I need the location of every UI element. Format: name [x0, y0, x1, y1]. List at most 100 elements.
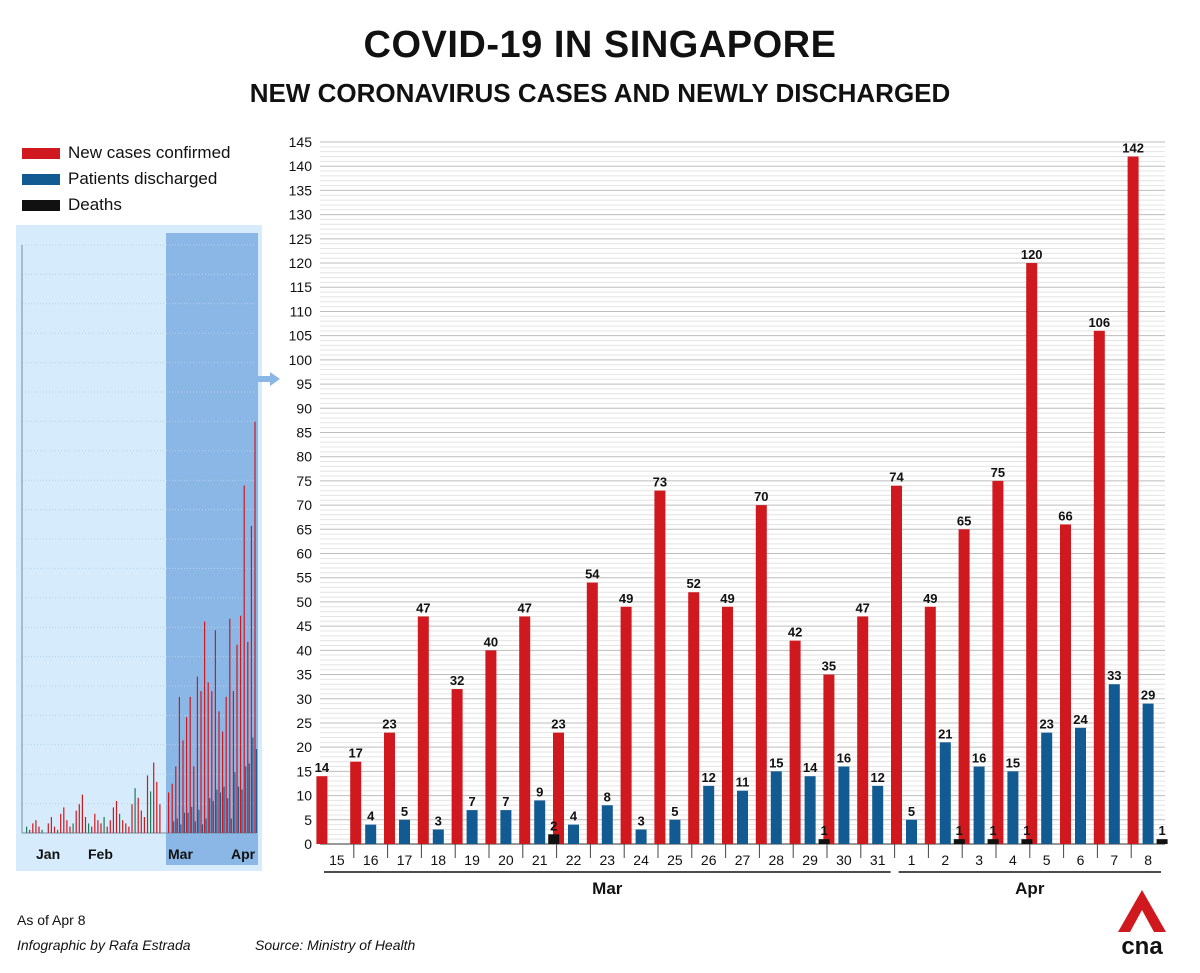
data-label: 74 — [889, 470, 904, 485]
overview-bar — [103, 817, 105, 833]
overview-month-label: Feb — [88, 846, 113, 862]
overview-bar — [225, 696, 227, 833]
bar — [620, 606, 632, 844]
overview-bar — [69, 826, 71, 833]
overview-bar — [137, 797, 139, 833]
overview-bar — [240, 615, 242, 833]
overview-bar — [41, 829, 43, 833]
bar — [485, 650, 497, 844]
overview-bar — [178, 696, 180, 833]
bar — [1041, 732, 1053, 844]
bar — [906, 819, 917, 844]
overview-bar — [201, 824, 204, 833]
main-bar-chart: 0510152025303540455055606570758085909510… — [289, 134, 1168, 898]
overview-bar — [91, 826, 93, 833]
overview-bar — [175, 766, 177, 833]
overview-bar — [248, 763, 250, 833]
data-label: 2 — [550, 818, 557, 833]
overview-bar — [125, 823, 127, 833]
y-tick-label: 75 — [296, 473, 312, 489]
infographic-credit: Infographic by Rafa Estrada — [17, 937, 191, 953]
data-label: 4 — [570, 809, 578, 824]
bar — [973, 766, 985, 844]
x-tick-label: 15 — [329, 852, 345, 868]
x-tick-label: 22 — [566, 852, 582, 868]
y-tick-label: 70 — [296, 497, 312, 513]
bar — [1127, 156, 1139, 844]
chart-subtitle: NEW CORONAVIRUS CASES AND NEWLY DISCHARG… — [249, 78, 951, 108]
overview-bar — [205, 818, 207, 833]
bar — [703, 785, 715, 844]
data-label: 47 — [517, 600, 531, 615]
legend-label: New cases confirmed — [68, 143, 231, 162]
as-of-date: As of Apr 8 — [17, 912, 86, 928]
bar — [939, 742, 951, 844]
data-label: 5 — [908, 804, 915, 819]
bar — [1075, 727, 1086, 844]
gridlines — [320, 141, 1165, 840]
data-label: 49 — [720, 591, 734, 606]
x-tick-label: 5 — [1043, 852, 1051, 868]
x-tick-label: 21 — [532, 852, 548, 868]
data-label: 1 — [1158, 823, 1165, 838]
y-tick-label: 140 — [289, 158, 313, 174]
overview-bar — [112, 807, 114, 833]
data-label: 23 — [1039, 717, 1053, 732]
bar — [1060, 524, 1071, 844]
y-tick-label: 125 — [289, 231, 313, 247]
bar — [857, 616, 869, 844]
overview-bar — [219, 792, 222, 833]
data-label: 15 — [1006, 755, 1020, 770]
y-tick-label: 0 — [304, 836, 312, 852]
overview-bar — [75, 810, 77, 833]
legend-item-discharged: Patients discharged — [22, 166, 231, 192]
y-tick-label: 80 — [296, 449, 312, 465]
x-tick-label: 31 — [870, 852, 886, 868]
overview-bar — [146, 775, 149, 833]
x-tick-label: 29 — [802, 852, 818, 868]
data-label: 1 — [956, 823, 963, 838]
overview-bar — [153, 762, 155, 833]
overview-bar — [32, 823, 34, 833]
bar — [654, 490, 666, 844]
y-tick-label: 135 — [289, 182, 313, 198]
x-tick-label: 25 — [667, 852, 683, 868]
overview-bar — [47, 823, 49, 833]
data-label: 17 — [348, 746, 362, 761]
bar — [1156, 839, 1168, 844]
x-tick-label: 30 — [836, 852, 852, 868]
overview-bar — [100, 823, 102, 833]
x-tick-label: 17 — [397, 852, 413, 868]
overview-bar — [216, 789, 218, 833]
overview-bar — [38, 826, 40, 833]
bar — [519, 616, 531, 844]
bar — [568, 824, 579, 844]
x-tick-label: 1 — [908, 852, 916, 868]
bar — [316, 776, 328, 844]
overview-bar — [194, 821, 196, 833]
legend-label: Patients discharged — [68, 169, 218, 188]
legend-item-deaths: Deaths — [22, 192, 231, 218]
overview-bar — [57, 829, 59, 833]
overview-bar — [227, 798, 229, 833]
overview-bar — [223, 786, 225, 833]
overview-bar — [26, 826, 28, 833]
bar — [1142, 703, 1154, 844]
overview-bar — [198, 809, 200, 833]
arrow-right-icon — [258, 372, 280, 386]
overview-bar — [84, 817, 87, 833]
overview-bar — [209, 798, 211, 833]
cna-logo: cna — [1118, 890, 1166, 958]
data-label: 3 — [637, 813, 644, 828]
legend-label: Deaths — [68, 195, 122, 214]
y-tick-label: 50 — [296, 594, 312, 610]
bar — [1108, 684, 1120, 844]
overview-bar — [230, 818, 232, 833]
data-label: 5 — [401, 804, 408, 819]
y-tick-label: 15 — [296, 763, 312, 779]
overview-bar — [159, 804, 161, 833]
overview-bar — [115, 801, 118, 833]
overview-bar — [88, 823, 90, 833]
y-tick-label: 85 — [296, 424, 312, 440]
overview-month-label: Mar — [168, 846, 193, 862]
